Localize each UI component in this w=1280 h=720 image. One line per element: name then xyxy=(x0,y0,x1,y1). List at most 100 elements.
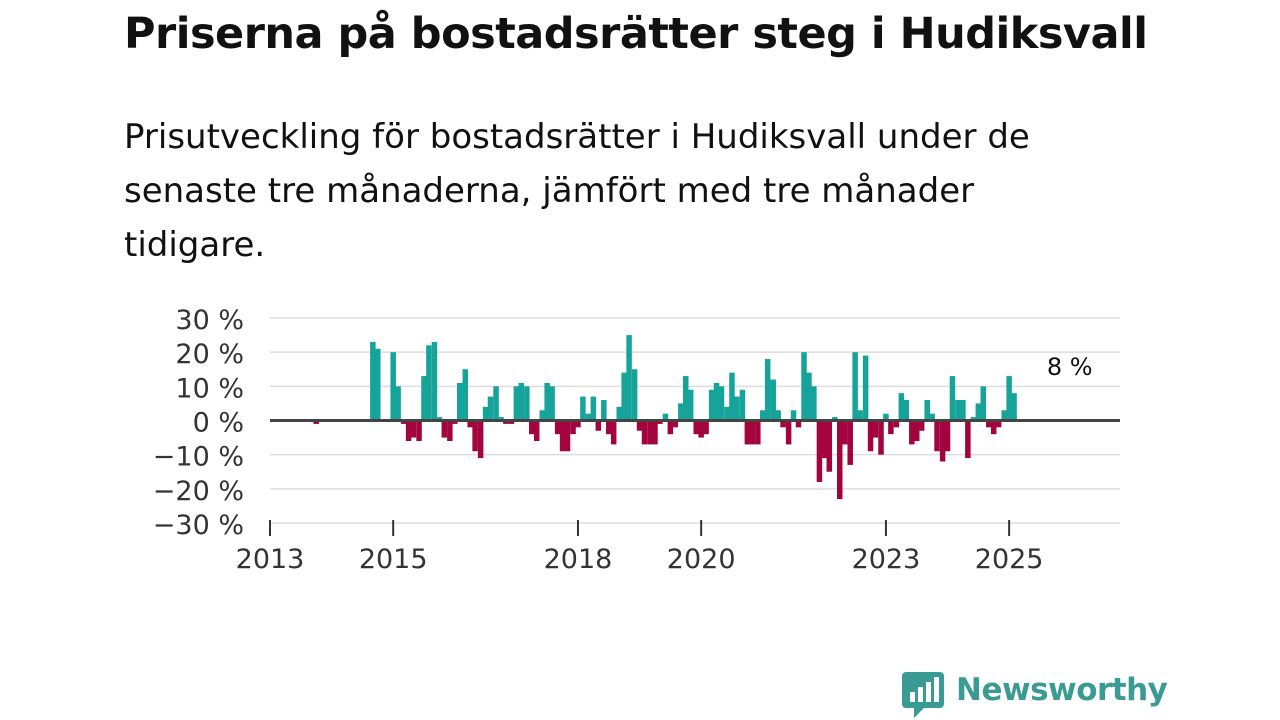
y-tick-label: −10 % xyxy=(153,442,244,473)
bar xyxy=(1011,393,1017,421)
bar xyxy=(559,420,566,452)
bar xyxy=(724,406,730,421)
bar xyxy=(703,420,709,435)
bar xyxy=(811,386,817,421)
bar xyxy=(872,420,879,438)
chart-subtitle: Prisutveckling för bostadsrätter i Hudik… xyxy=(124,117,1030,265)
bar xyxy=(990,420,997,435)
bar xyxy=(667,420,674,435)
brand-name: Newsworthy xyxy=(956,672,1168,708)
bar xyxy=(626,335,632,421)
bar xyxy=(760,410,766,421)
y-tick-label: 30 % xyxy=(175,305,244,336)
bar xyxy=(832,417,838,421)
bar xyxy=(770,379,776,421)
bar xyxy=(447,420,453,441)
bar xyxy=(744,420,751,445)
bar xyxy=(539,410,545,421)
bar xyxy=(949,376,956,421)
bar xyxy=(436,417,443,421)
x-tick-label: 2015 xyxy=(359,544,428,575)
bar xyxy=(493,386,499,421)
bar xyxy=(718,386,725,421)
x-tick-label: 2018 xyxy=(544,544,613,575)
tick-labels: 30 %20 %10 % 0 %−10 %−20 %−30 %2013 2015 20… xyxy=(153,305,1093,575)
bar xyxy=(580,396,586,421)
bar xyxy=(554,420,561,435)
bar xyxy=(801,352,807,421)
x-tick-label: 2023 xyxy=(852,544,921,575)
bar xyxy=(549,386,555,421)
bar xyxy=(426,345,432,421)
bar xyxy=(405,420,412,441)
bar xyxy=(544,382,550,421)
bar xyxy=(375,348,381,421)
bar xyxy=(826,420,833,472)
bar xyxy=(595,420,602,431)
bar xyxy=(533,420,540,441)
bar xyxy=(924,400,930,421)
bar xyxy=(816,420,823,482)
bar xyxy=(370,341,376,421)
bar xyxy=(780,420,786,428)
bar xyxy=(975,403,982,421)
bar xyxy=(693,420,699,435)
bar xyxy=(995,420,1002,428)
x-tick-label: 2025 xyxy=(975,544,1044,575)
x-tick-label: 2013 xyxy=(236,544,305,575)
bar xyxy=(606,420,612,435)
bar xyxy=(934,420,940,452)
bar-chart: 30 %20 %10 % 0 %−10 %−20 %−30 %2013 2015 20… xyxy=(153,305,1120,575)
bar xyxy=(837,420,843,500)
bar xyxy=(477,420,484,459)
bar xyxy=(970,417,977,421)
bar xyxy=(647,420,653,445)
bar xyxy=(749,420,756,445)
bar xyxy=(862,355,869,421)
y-tick-label: −20 % xyxy=(153,476,244,507)
bar xyxy=(986,420,992,428)
bar xyxy=(929,413,935,421)
bar xyxy=(806,372,812,421)
bar xyxy=(487,396,494,421)
bar xyxy=(462,369,468,421)
bar xyxy=(313,420,319,424)
bar-chart-speech-bubble-icon xyxy=(902,672,944,718)
bar xyxy=(564,420,571,452)
bar xyxy=(590,396,597,421)
bar xyxy=(657,420,663,424)
bar xyxy=(683,376,689,421)
bar xyxy=(867,420,874,452)
bar xyxy=(570,420,576,435)
bar xyxy=(1006,376,1012,421)
bar xyxy=(421,376,427,421)
bar xyxy=(739,389,746,421)
chart-title: Priserna på bostadsrätter steg i Hudiksv… xyxy=(124,9,1148,59)
bar xyxy=(390,352,396,421)
bar xyxy=(944,420,951,452)
bar xyxy=(456,382,463,421)
bar xyxy=(903,400,910,421)
bar xyxy=(472,420,478,452)
bar xyxy=(734,396,740,421)
bar xyxy=(888,420,894,435)
bar xyxy=(847,420,853,465)
bar xyxy=(775,410,781,421)
bar xyxy=(821,420,828,459)
bar xyxy=(641,420,648,445)
bar xyxy=(698,420,704,438)
bar xyxy=(913,420,920,441)
bar xyxy=(508,420,515,424)
bar xyxy=(790,410,797,421)
bar xyxy=(585,413,592,421)
bar xyxy=(857,410,863,421)
bar xyxy=(898,393,905,421)
bar xyxy=(482,406,489,421)
bar xyxy=(524,386,530,421)
bar xyxy=(575,420,581,428)
bar xyxy=(1001,410,1007,421)
bar xyxy=(795,420,802,428)
y-tick-label: 0 % xyxy=(193,408,244,439)
bar xyxy=(965,420,971,459)
bar xyxy=(601,400,607,421)
